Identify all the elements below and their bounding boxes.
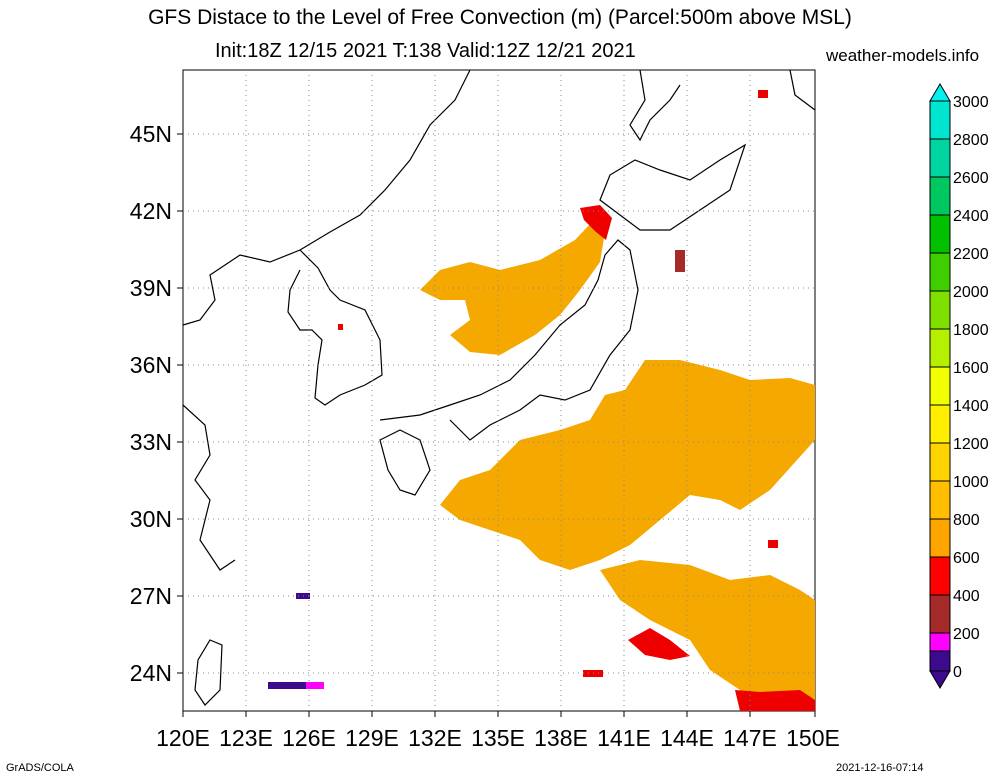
lon-label-126: 126E <box>282 725 336 751</box>
lat-label-33: 33N <box>130 429 172 455</box>
colorbar-top-arrow <box>929 83 951 102</box>
lon-label-120: 120E <box>156 725 210 751</box>
colorbar <box>929 83 951 689</box>
lon-label-135: 135E <box>471 725 525 751</box>
lat-label-27: 27N <box>130 583 172 609</box>
colorbar-label-1800: 1800 <box>953 322 989 339</box>
shade-red-tsugaru <box>580 205 612 240</box>
colorbar-label-2000: 2000 <box>953 284 989 301</box>
coast-kyushu <box>379 429 431 496</box>
colorbar-seg-12 <box>929 252 951 292</box>
shade-pacific-main <box>440 360 815 570</box>
shade-pacific-southeast <box>600 560 815 711</box>
colorbar-label-2800: 2800 <box>953 132 989 149</box>
colorbar-label-1600: 1600 <box>953 360 989 377</box>
shade-brown-kuril <box>675 250 685 272</box>
lon-label-123: 123E <box>219 725 273 751</box>
colorbar-label-2400: 2400 <box>953 208 989 225</box>
map-subtitle: Init:18Z 12/15 2021 T:138 Valid:12Z 12/2… <box>215 40 636 62</box>
lon-label-141: 141E <box>597 725 651 751</box>
shade-red-korea <box>338 324 343 330</box>
lon-label-138: 138E <box>534 725 588 751</box>
graticule <box>183 70 815 711</box>
lat-label-42: 42N <box>130 198 172 224</box>
lon-labels: 120E 123E 126E 129E 132E 135E 138E 141E … <box>156 725 840 751</box>
coast-taiwan <box>194 639 223 706</box>
shade-red-south <box>628 628 690 660</box>
lat-label-24: 24N <box>130 660 172 686</box>
colorbar-label-1000: 1000 <box>953 474 989 491</box>
footer-software: GrADS/COLA <box>6 762 74 774</box>
map-title: GFS Distace to the Level of Free Convect… <box>148 6 852 29</box>
colorbar-label-2600: 2600 <box>953 170 989 187</box>
shading-layer <box>268 90 815 711</box>
lat-label-39: 39N <box>130 275 172 301</box>
colorbar-seg-1 <box>929 650 951 672</box>
colorbar-labels: 3000 2800 2600 2400 2200 2000 1800 1600 … <box>953 94 989 681</box>
shade-purple-ryukyu <box>268 682 306 689</box>
colorbar-seg-14 <box>929 176 951 216</box>
ticks <box>177 133 816 717</box>
colorbar-label-3000: 3000 <box>953 94 989 111</box>
lat-label-45: 45N <box>130 121 172 147</box>
colorbar-seg-3 <box>929 594 951 634</box>
lon-label-129: 129E <box>345 725 399 751</box>
lon-label-144: 144E <box>660 725 714 751</box>
colorbar-label-600: 600 <box>953 550 980 567</box>
coast-coastal-china <box>182 404 236 571</box>
coast-hokkaido <box>599 143 747 231</box>
coast-sakhalin <box>629 69 681 142</box>
coast-korea <box>287 249 383 406</box>
colorbar-seg-7 <box>929 442 951 482</box>
lat-label-36: 36N <box>130 352 172 378</box>
colorbar-seg-11 <box>929 290 951 330</box>
coast-asia-mainland <box>182 69 471 326</box>
colorbar-label-400: 400 <box>953 588 980 605</box>
colorbar-seg-5 <box>929 518 951 558</box>
coast-kamchatka <box>789 69 816 111</box>
source-site: weather-models.info <box>826 46 980 65</box>
colorbar-label-1200: 1200 <box>953 436 989 453</box>
colorbar-seg-6 <box>929 480 951 520</box>
colorbar-seg-15 <box>929 138 951 178</box>
colorbar-seg-10 <box>929 328 951 368</box>
colorbar-seg-4 <box>929 556 951 596</box>
shade-red-east <box>768 540 778 548</box>
colorbar-seg-8 <box>929 404 951 444</box>
shade-red-kamchatka <box>758 90 768 98</box>
colorbar-bottom-arrow <box>929 670 951 689</box>
colorbar-label-200: 200 <box>953 626 980 643</box>
colorbar-seg-16 <box>929 100 951 140</box>
lat-labels: 45N 42N 39N 36N 33N 30N 27N 24N <box>130 121 172 686</box>
lon-label-150: 150E <box>786 725 840 751</box>
colorbar-seg-9 <box>929 366 951 406</box>
shade-red-southeast <box>735 690 815 711</box>
colorbar-label-800: 800 <box>953 512 980 529</box>
colorbar-seg-13 <box>929 214 951 254</box>
colorbar-label-2200: 2200 <box>953 246 989 263</box>
footer-timestamp: 2021-12-16-07:14 <box>836 762 924 774</box>
colorbar-label-1400: 1400 <box>953 398 989 415</box>
lon-label-132: 132E <box>408 725 462 751</box>
colorbar-label-0: 0 <box>953 664 962 681</box>
lat-label-30: 30N <box>130 506 172 532</box>
shade-sea-of-japan <box>420 222 605 355</box>
lon-label-147: 147E <box>723 725 777 751</box>
